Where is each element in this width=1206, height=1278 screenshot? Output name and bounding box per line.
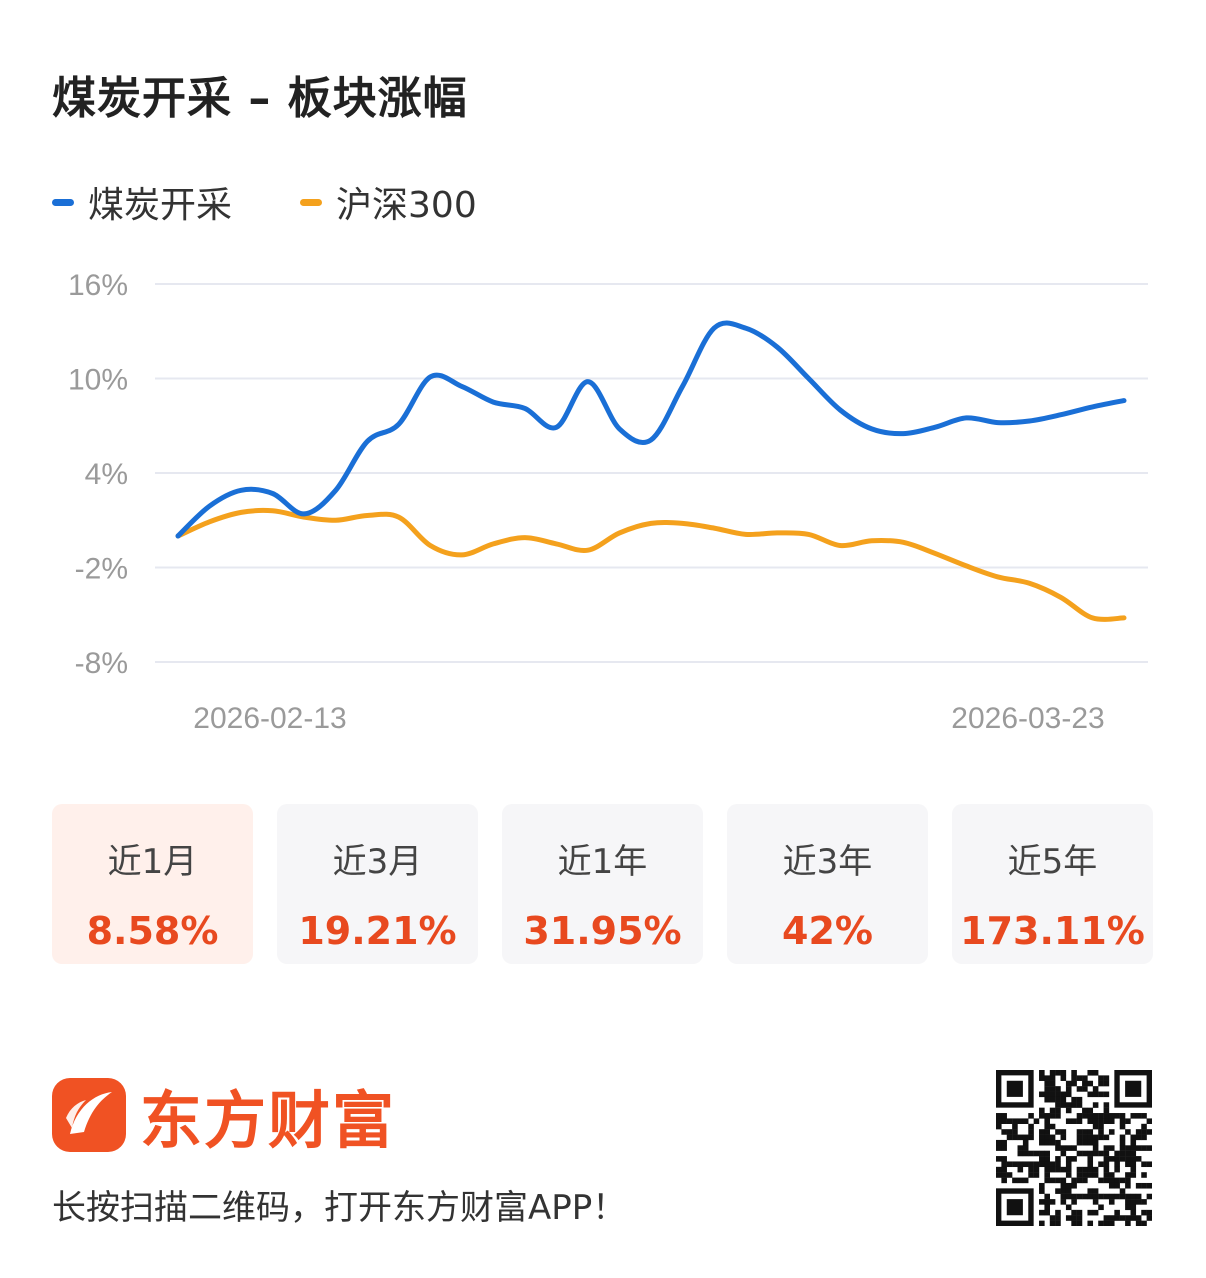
legend-swatch-coal	[52, 198, 74, 206]
qr-code-icon	[996, 1070, 1152, 1226]
tab-value: 42%	[782, 909, 873, 953]
series-line-coal	[175, 320, 1127, 539]
tab-1-year[interactable]: 近1年 31.95%	[502, 804, 703, 964]
series-line-csi300	[175, 507, 1127, 622]
tab-label: 近3年	[782, 842, 873, 882]
line-chart: 16% 10% 4% -2% -8% 2026-02-13 2026-03-23	[68, 269, 1148, 735]
tab-value: 8.58%	[86, 909, 219, 953]
tab-1-month[interactable]: 近1月 8.58%	[52, 804, 253, 964]
legend-label-coal: 煤炭开采	[88, 185, 233, 226]
x-tick-label: 2026-02-13	[193, 702, 346, 735]
x-tick-label: 2026-03-23	[951, 702, 1104, 735]
y-tick-label: 10%	[68, 364, 128, 397]
y-tick-label: -8%	[75, 647, 128, 680]
brand-name: 东方财富	[140, 1084, 397, 1157]
y-tick-label: -2%	[75, 553, 128, 586]
eastmoney-logo-icon	[52, 1078, 126, 1152]
qr-modules	[996, 1070, 1152, 1226]
y-tick-label: 4%	[85, 458, 128, 491]
legend-swatch-csi300	[300, 198, 323, 206]
tab-value: 31.95%	[523, 909, 682, 953]
tab-5-years[interactable]: 近5年 173.11%	[952, 804, 1153, 964]
brand: 东方财富	[52, 1070, 396, 1160]
tab-3-months[interactable]: 近3月 19.21%	[277, 804, 478, 964]
tab-label: 近1年	[557, 842, 648, 882]
legend-item-csi300: 沪深300	[300, 176, 477, 228]
scan-caption: 长按扫描二维码，打开东方财富APP！	[52, 1188, 627, 1228]
chart-legend: 煤炭开采 沪深300	[52, 176, 545, 228]
tab-label: 近1月	[107, 842, 198, 882]
legend-label-csi300: 沪深300	[336, 185, 477, 226]
tab-value: 173.11%	[960, 909, 1145, 953]
qr-finder	[1006, 1080, 1023, 1097]
tab-label: 近5年	[1007, 842, 1098, 882]
period-tabs: 近1月 8.58% 近3月 19.21% 近1年 31.95% 近3年 42% …	[52, 804, 1153, 964]
y-tick-label: 16%	[68, 269, 128, 302]
qr-finder	[1125, 1080, 1142, 1097]
qr-finder	[1006, 1199, 1023, 1216]
tab-value: 19.21%	[298, 909, 457, 953]
tab-label: 近3月	[332, 842, 423, 882]
tab-3-years[interactable]: 近3年 42%	[727, 804, 928, 964]
page-title: 煤炭开采 – 板块涨幅	[52, 73, 468, 124]
legend-item-coal: 煤炭开采	[52, 176, 232, 228]
